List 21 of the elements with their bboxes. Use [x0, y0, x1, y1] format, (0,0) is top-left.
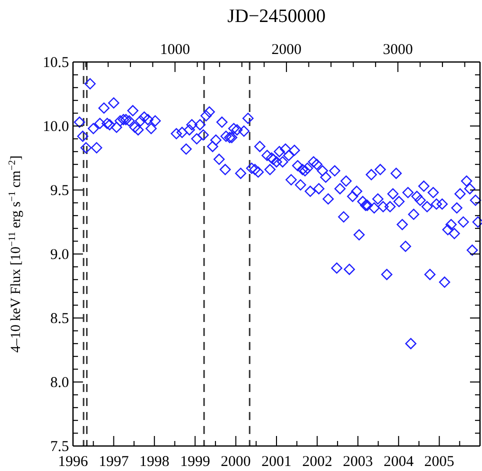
x-tick-label: 2004	[384, 454, 414, 470]
x2-tick-label: 3000	[382, 42, 413, 58]
x-tick-label: 1996	[58, 454, 88, 470]
x-tick-label: 2003	[342, 454, 373, 470]
x-tick-label: 2002	[302, 454, 332, 470]
y-tick-label: 10.0	[42, 119, 69, 135]
x-tick-label: 1999	[180, 454, 210, 470]
x-tick-label: 2005	[424, 454, 454, 470]
x-tick-label: 2001	[262, 454, 292, 470]
x-tick-label: 1997	[98, 454, 130, 470]
y-tick-label: 9.5	[50, 183, 69, 199]
x2-tick-label: 2000	[271, 42, 302, 58]
y-tick-label: 9.0	[50, 247, 69, 263]
y-tick-label: 8.0	[50, 375, 69, 391]
x2-tick-label: 1000	[160, 42, 190, 58]
y-tick-label: 8.5	[50, 311, 69, 327]
x2-axis-title: JD−2450000	[227, 6, 326, 27]
y-tick-label: 7.5	[50, 439, 69, 455]
x-tick-label: 2000	[220, 454, 251, 470]
x-tick-label: 1998	[139, 454, 170, 470]
y-tick-label: 10.5	[42, 55, 69, 71]
